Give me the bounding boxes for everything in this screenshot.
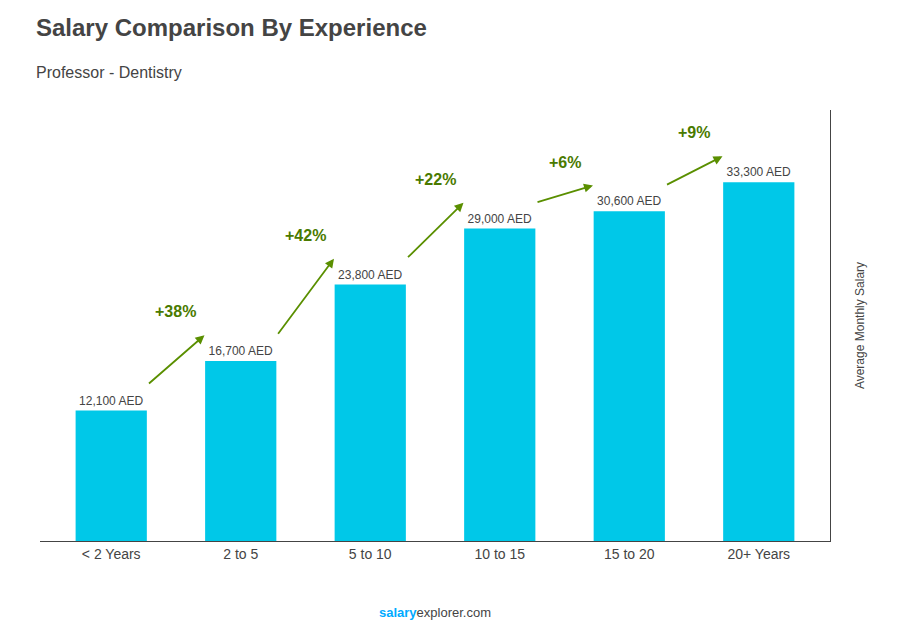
- svg-text:10 to 15: 10 to 15: [474, 546, 525, 562]
- svg-text:+6%: +6%: [549, 154, 581, 171]
- svg-text:+42%: +42%: [285, 227, 326, 244]
- svg-text:+9%: +9%: [678, 124, 710, 141]
- svg-text:12,100 AED: 12,100 AED: [79, 394, 143, 408]
- svg-text:salaryexplorer.com: salaryexplorer.com: [379, 605, 491, 620]
- svg-text:23,800 AED: 23,800 AED: [338, 268, 402, 282]
- svg-text:29,000 AED: 29,000 AED: [468, 212, 532, 226]
- svg-text:Salary Comparison By Experienc: Salary Comparison By Experience: [36, 14, 427, 41]
- svg-text:2 to 5: 2 to 5: [223, 546, 258, 562]
- svg-text:20+ Years: 20+ Years: [727, 546, 790, 562]
- svg-text:30,600 AED: 30,600 AED: [597, 194, 661, 208]
- svg-text:+22%: +22%: [415, 171, 456, 188]
- svg-text:16,700 AED: 16,700 AED: [209, 344, 273, 358]
- svg-text:+38%: +38%: [155, 303, 196, 320]
- svg-text:5 to 10: 5 to 10: [349, 546, 392, 562]
- svg-text:< 2 Years: < 2 Years: [82, 546, 141, 562]
- svg-text:33,300 AED: 33,300 AED: [727, 165, 791, 179]
- svg-text:Average Monthly Salary: Average Monthly Salary: [853, 262, 867, 389]
- svg-text:Professor - Dentistry: Professor - Dentistry: [36, 64, 182, 81]
- svg-text:15 to 20: 15 to 20: [604, 546, 655, 562]
